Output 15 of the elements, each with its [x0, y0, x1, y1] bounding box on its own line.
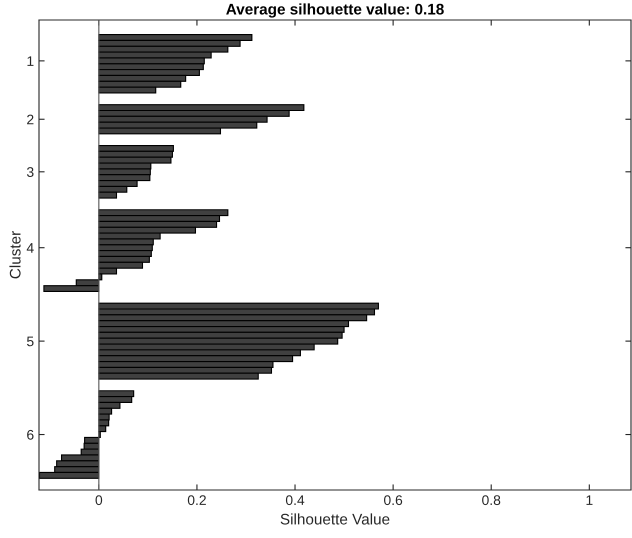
y-tick-label: 6 [27, 430, 34, 440]
x-tick-label: 0.4 [286, 495, 304, 506]
y-tick-label: 4 [26, 243, 34, 253]
y-axis-title: Cluster [9, 231, 21, 278]
x-tick-label: 0 [96, 495, 102, 506]
y-tick-label: 5 [26, 336, 34, 346]
y-tick-label: 2 [27, 114, 34, 124]
x-tick-label: 0.2 [188, 495, 206, 506]
chart-title: Average silhouette value: 0.18 [226, 3, 444, 18]
y-tick-label: 3 [26, 167, 34, 177]
x-tick-label: 1 [586, 495, 592, 505]
x-axis-title: Silhouette Value [280, 513, 390, 525]
x-tick-label: 0.6 [384, 495, 402, 506]
y-tick-label: 1 [27, 56, 34, 66]
x-tick-label: 0.8 [482, 495, 500, 506]
